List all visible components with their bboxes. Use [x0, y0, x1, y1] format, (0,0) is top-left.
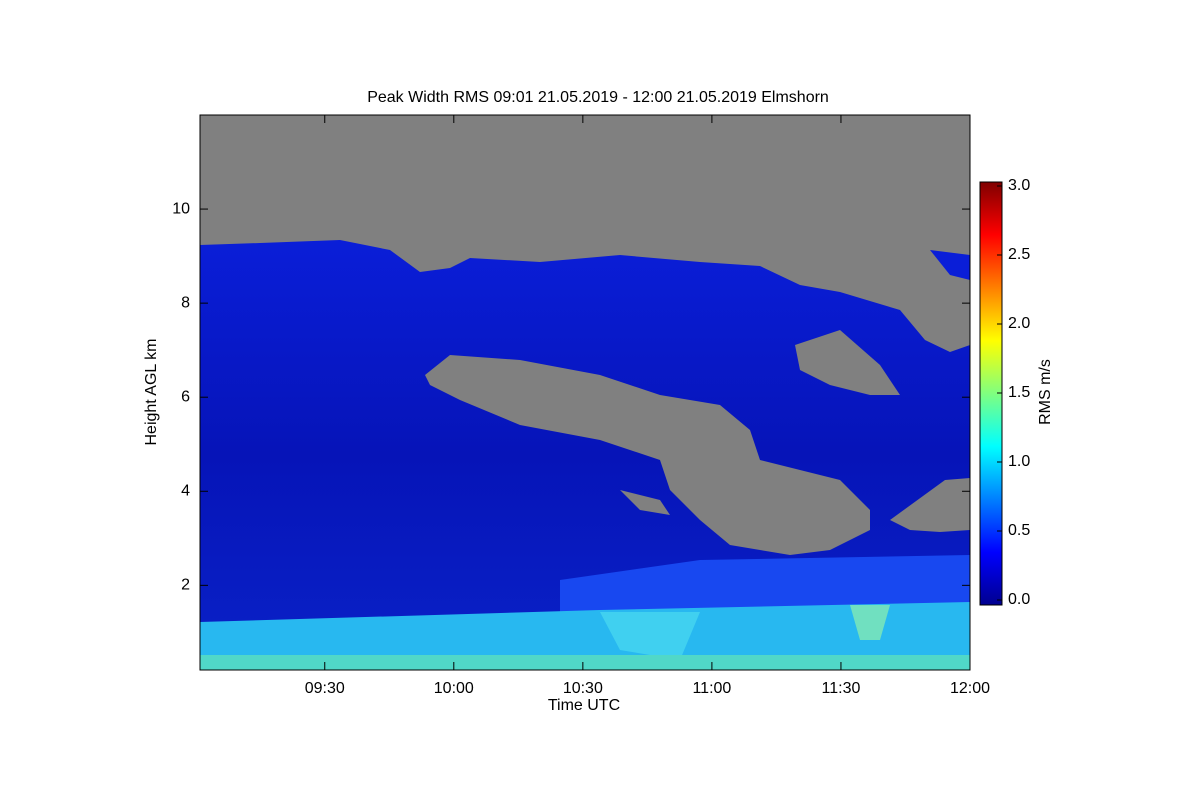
echo-region: [200, 602, 970, 670]
x-tick-label: 10:30: [563, 680, 603, 697]
echo-region: [600, 612, 700, 660]
colorbar-tick-label: 3.0: [1008, 177, 1030, 194]
colorbar-tick-label: 1.5: [1008, 384, 1030, 401]
echo-region: [850, 605, 890, 640]
chart-title: Peak Width RMS 09:01 21.05.2019 - 12:00 …: [367, 89, 829, 106]
y-tick-label: 4: [181, 482, 190, 499]
y-tick-label: 6: [181, 388, 190, 405]
x-tick-label: 10:00: [434, 680, 474, 697]
x-axis-label: Time UTC: [548, 697, 620, 714]
x-tick-label: 12:00: [950, 680, 990, 697]
x-tick-label: 11:00: [692, 680, 731, 697]
colorbar-tick-label: 2.5: [1008, 246, 1030, 263]
x-tick-label: 11:30: [822, 680, 861, 697]
missing-area: [795, 330, 900, 395]
y-tick-label: 10: [172, 200, 190, 217]
colorbar-tick-label: 0.0: [1008, 591, 1030, 608]
colorbar-tick-label: 2.0: [1008, 315, 1030, 332]
missing-area: [620, 490, 670, 515]
y-axis-label: Height AGL km: [143, 338, 160, 445]
y-tick-label: 8: [181, 294, 190, 311]
echo-region: [200, 655, 970, 670]
x-tick-label: 09:30: [305, 680, 345, 697]
echo-region: [930, 250, 970, 280]
plot-frame: [199, 114, 971, 671]
colorbar-tick-label: 1.0: [1008, 453, 1030, 470]
missing-area: [890, 478, 970, 532]
missing-area: [425, 355, 870, 555]
colorbar-tick-label: 0.5: [1008, 522, 1030, 539]
heatmap: [200, 115, 970, 670]
y-tick-label: 2: [181, 577, 190, 594]
colorbar-label: RMS m/s: [1037, 359, 1054, 425]
echo-region: [560, 555, 970, 612]
